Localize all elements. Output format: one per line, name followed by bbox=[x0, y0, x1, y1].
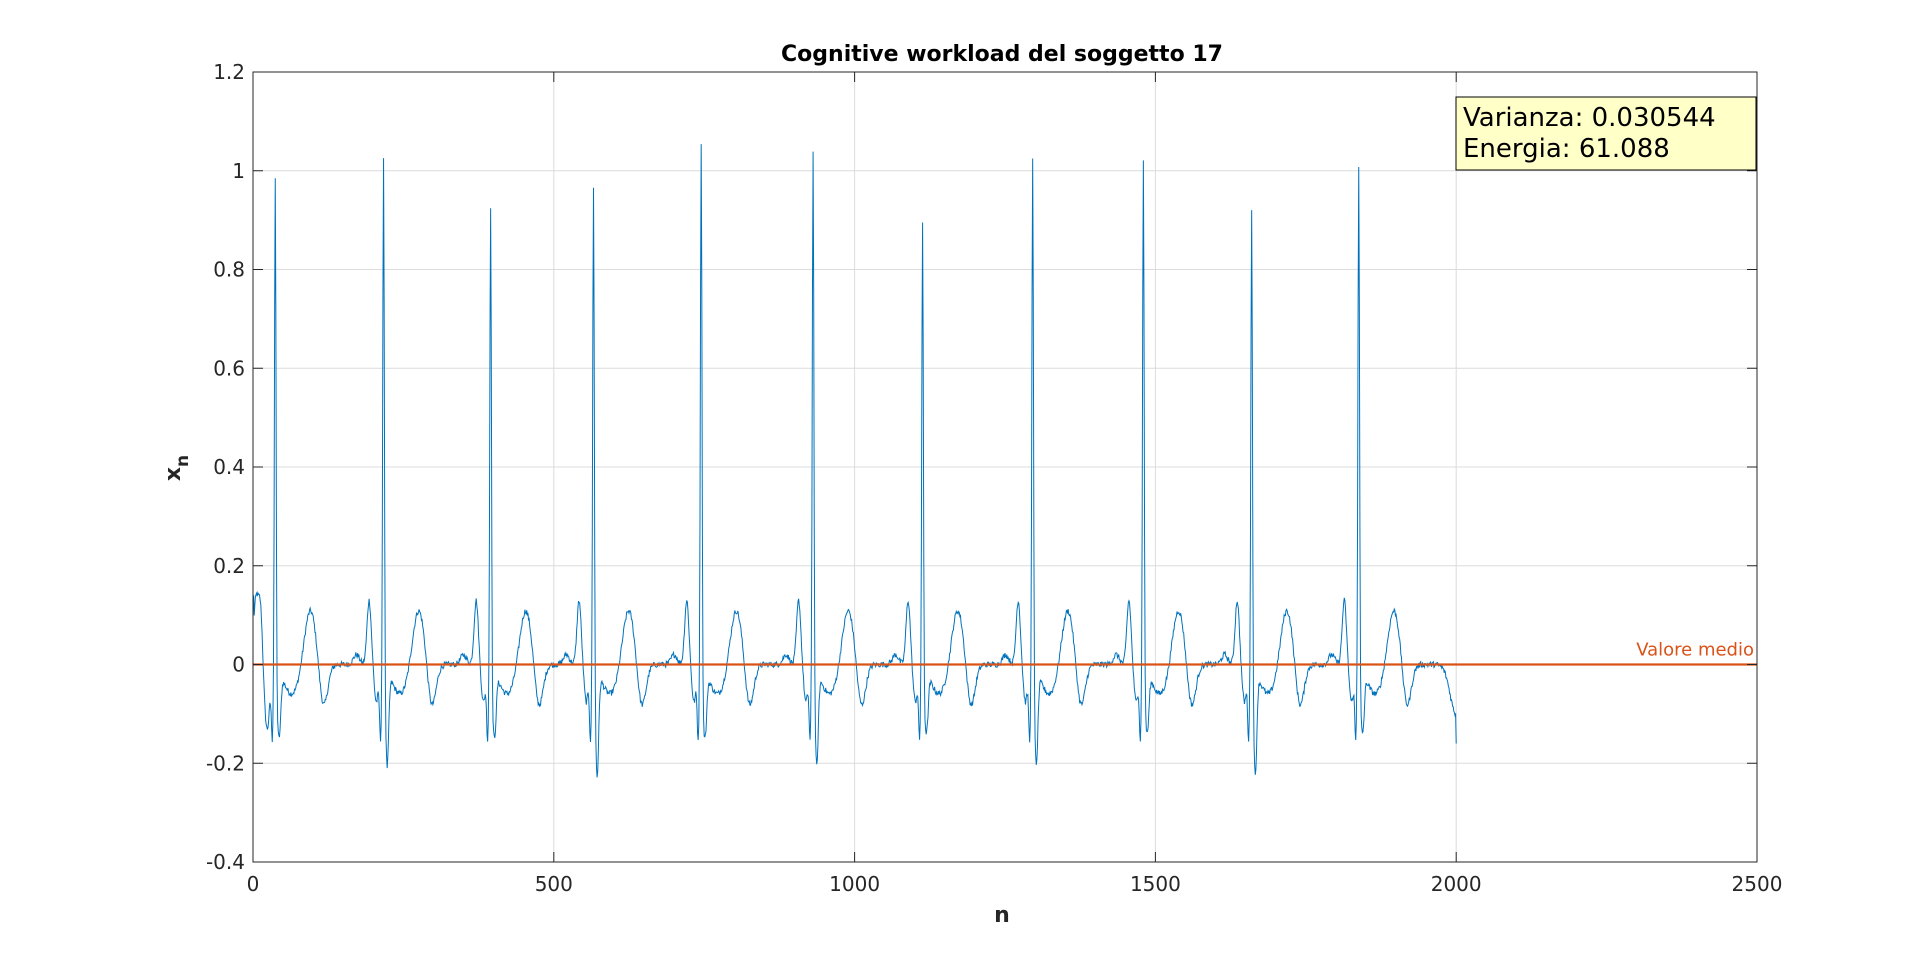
x-tick-label: 1000 bbox=[829, 872, 880, 896]
y-tick-label: 0.8 bbox=[213, 258, 245, 282]
y-tick-label: -0.4 bbox=[206, 850, 245, 874]
stats-annotation-box bbox=[1455, 96, 1757, 171]
y-tick-label: 0.4 bbox=[213, 455, 245, 479]
stats-annotation: Varianza: 0.030544 Energia: 61.088 bbox=[1455, 96, 1757, 171]
y-tick-label: 1.2 bbox=[213, 60, 245, 84]
energy-text: Energia: 61.088 bbox=[1463, 134, 1670, 164]
y-tick-label: -0.2 bbox=[206, 751, 245, 775]
x-tick-label: 2000 bbox=[1431, 872, 1482, 896]
x-tick-label: 0 bbox=[247, 872, 260, 896]
variance-text: Varianza: 0.030544 bbox=[1463, 103, 1716, 133]
y-tick-label: 0 bbox=[232, 653, 245, 677]
y-axis-label-main: x bbox=[161, 467, 186, 481]
x-tick-label: 500 bbox=[535, 872, 573, 896]
y-tick-label: 0.6 bbox=[213, 356, 245, 380]
mean-label: Valore medio bbox=[1636, 640, 1754, 661]
x-tick-labels: 0 500 1000 1500 2000 2500 bbox=[247, 872, 1783, 896]
chart-title: Cognitive workload del soggetto 17 bbox=[781, 42, 1223, 67]
x-tick-label: 1500 bbox=[1130, 872, 1181, 896]
grid bbox=[252, 71, 1758, 863]
y-tick-labels: -0.4 -0.2 0 0.2 0.4 0.6 0.8 1 1.2 bbox=[206, 60, 245, 874]
ticks bbox=[252, 71, 1758, 863]
y-tick-label: 1 bbox=[232, 159, 245, 183]
x-tick-label: 2500 bbox=[1732, 872, 1783, 896]
y-axis-label-subscript: n bbox=[173, 455, 193, 467]
x-axis-label: n bbox=[994, 903, 1010, 928]
y-axis-label: xn bbox=[161, 455, 193, 481]
y-tick-label: 0.2 bbox=[213, 554, 245, 578]
